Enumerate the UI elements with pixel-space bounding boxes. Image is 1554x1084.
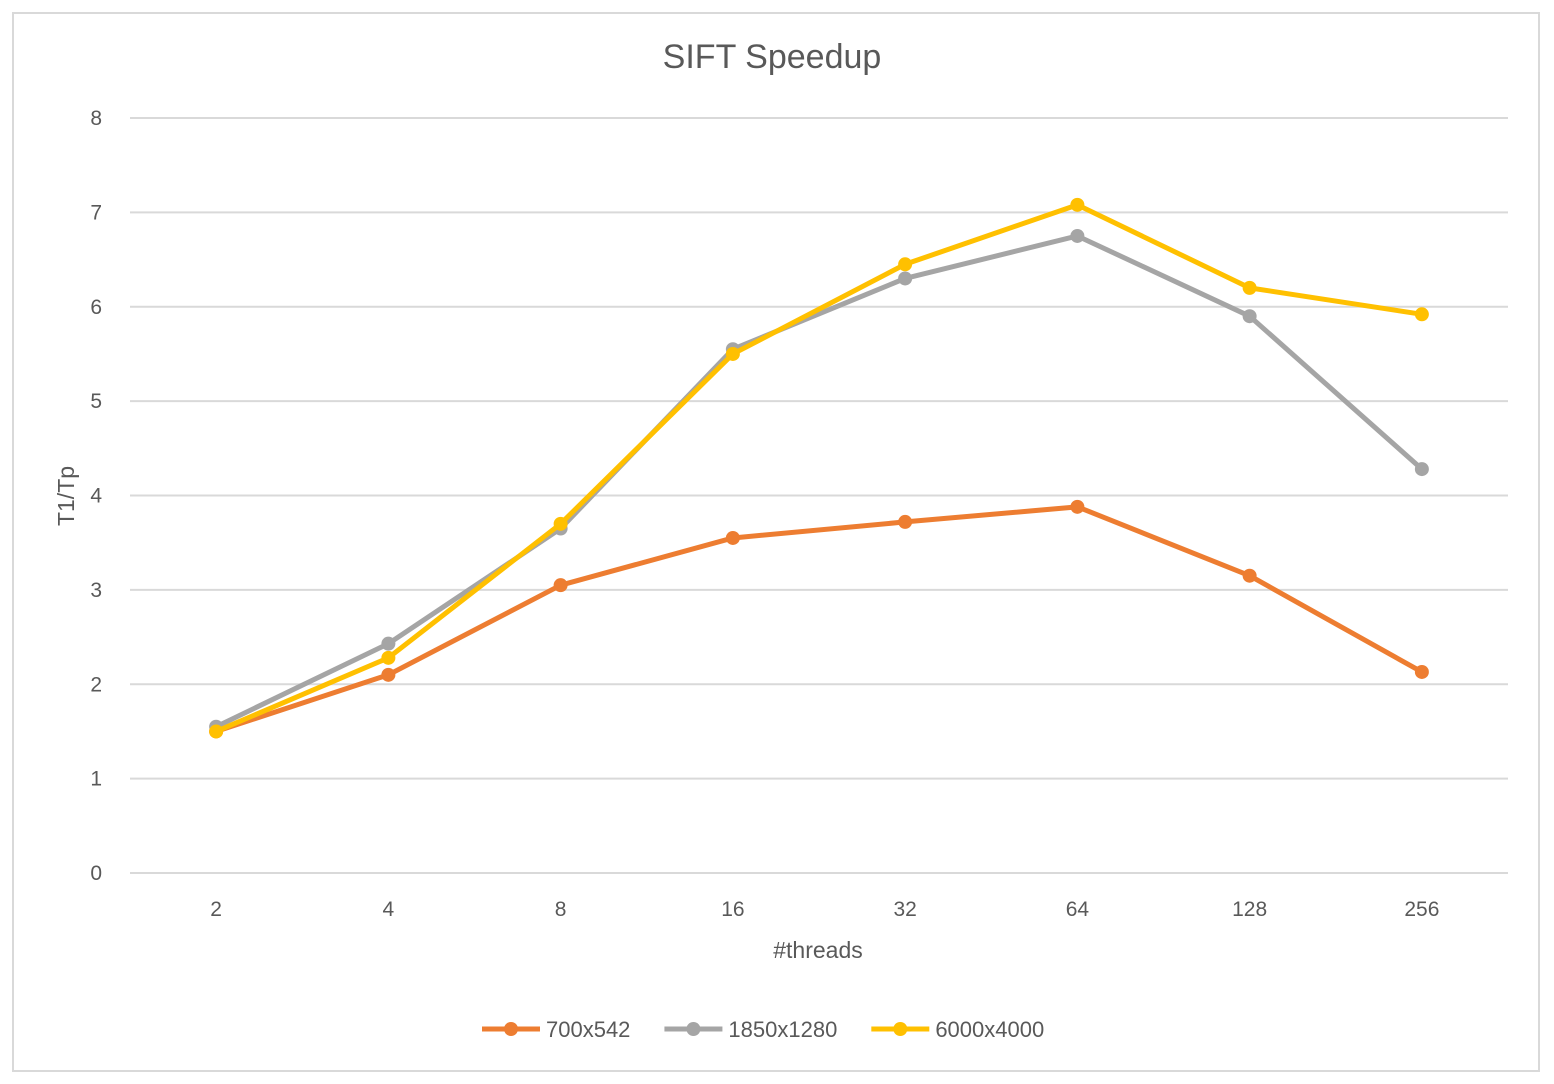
data-point <box>1414 664 1429 679</box>
data-point <box>1414 462 1429 477</box>
series-6000x4000 <box>209 197 1429 739</box>
data-point <box>898 271 913 286</box>
legend-swatch-marker <box>893 1022 908 1036</box>
legend-item: 700x542 <box>482 1017 630 1042</box>
data-point <box>1070 197 1085 212</box>
legend-label: 6000x4000 <box>935 1017 1044 1042</box>
data-point <box>725 530 740 545</box>
data-point <box>725 346 740 361</box>
data-point <box>553 516 568 531</box>
data-point <box>381 650 396 665</box>
data-point <box>1070 499 1085 514</box>
y-tick-label: 0 <box>90 862 102 885</box>
x-axis-label: #threads <box>773 937 863 963</box>
x-tick-label: 64 <box>1066 898 1090 921</box>
data-point <box>1242 280 1257 295</box>
chart-title: SIFT Speedup <box>663 38 882 76</box>
y-tick-label: 7 <box>90 201 102 224</box>
x-tick-label: 4 <box>383 898 395 921</box>
gridlines <box>130 117 1508 874</box>
y-tick-label: 2 <box>90 673 102 696</box>
x-tick-label: 128 <box>1232 898 1267 921</box>
legend-swatch-marker <box>686 1022 701 1036</box>
x-tick-label: 16 <box>721 898 744 921</box>
x-tick-label: 2 <box>210 898 222 921</box>
series-700x542 <box>209 499 1429 739</box>
x-tick-label: 8 <box>555 898 567 921</box>
data-point <box>381 636 396 651</box>
legend-item: 6000x4000 <box>871 1017 1044 1042</box>
data-point <box>381 667 396 682</box>
chart-frame <box>12 12 1540 1072</box>
legend-swatch-marker <box>504 1022 518 1036</box>
y-axis-ticks: 0 1 2 3 4 5 6 7 8 <box>90 107 102 885</box>
data-point <box>1242 309 1257 324</box>
series-line <box>213 233 1425 730</box>
y-tick-label: 4 <box>90 485 102 508</box>
legend: 700x542 1850x1280 6000x4000 <box>482 1017 1044 1042</box>
x-tick-label: 256 <box>1404 898 1439 921</box>
data-point <box>898 257 913 272</box>
x-tick-label: 32 <box>893 898 916 921</box>
legend-item: 1850x1280 <box>664 1017 837 1042</box>
y-axis-label: T1/Tp <box>53 466 79 526</box>
y-tick-label: 8 <box>90 107 102 130</box>
legend-label: 1850x1280 <box>728 1017 837 1042</box>
data-point <box>898 514 913 529</box>
series-line <box>213 202 1425 734</box>
legend-label: 700x542 <box>546 1017 630 1042</box>
y-tick-label: 6 <box>90 296 102 319</box>
series-line <box>213 504 1425 734</box>
x-axis-ticks: 2 4 8 16 32 64 128 256 <box>210 898 1439 921</box>
y-tick-label: 5 <box>90 390 102 413</box>
data-point <box>209 724 224 739</box>
data-point <box>1070 228 1085 243</box>
y-tick-label: 3 <box>90 579 102 602</box>
data-point <box>1414 307 1429 322</box>
series-layer <box>209 197 1429 739</box>
data-point <box>553 578 568 593</box>
data-point <box>1242 568 1257 583</box>
y-tick-label: 1 <box>90 768 102 791</box>
